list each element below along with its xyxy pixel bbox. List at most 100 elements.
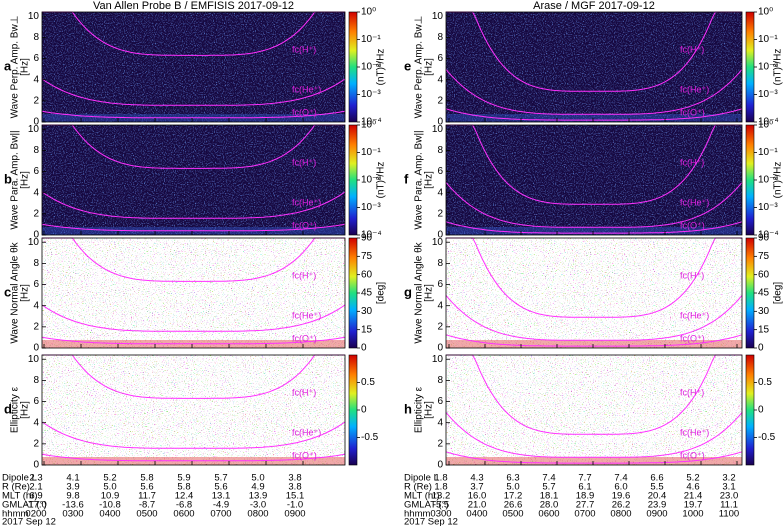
y-tick-label: 6 — [437, 396, 443, 407]
colorbar-tick-label: 10⁰ — [361, 7, 376, 18]
panel-label: h — [404, 401, 412, 416]
colorbar-label: (nT)²/Hz — [773, 162, 784, 199]
ephemeris-value: -4.9 — [213, 500, 229, 511]
panel-frame — [445, 354, 743, 466]
colorbar-tick-label: 0 — [361, 405, 367, 416]
gyro-curve — [41, 78, 346, 106]
curve-label: fc(He⁺) — [680, 84, 709, 94]
ephemeris-row-label: GMLAT (°) — [404, 500, 449, 511]
gyro-curve — [42, 237, 345, 282]
colorbar-tick-label: 30 — [361, 306, 373, 317]
ephemeris-value: 18.9 — [576, 491, 595, 502]
spectrogram-texture — [446, 125, 742, 235]
curve-label: fc(He⁺) — [680, 197, 709, 207]
gyro-curve — [445, 182, 743, 228]
y-tick-label: 2 — [437, 95, 443, 106]
ephemeris-value: -6.8 — [176, 500, 192, 511]
y-tick-label: 2 — [33, 438, 39, 449]
y-tick-label: 4 — [33, 187, 39, 198]
ephemeris-value: 3.7 — [470, 482, 483, 493]
colorbar-label: (nT)²/Hz — [376, 49, 387, 86]
colorbar — [348, 124, 358, 236]
ephemeris-value: 5.8 — [177, 482, 190, 493]
low-freq-band — [446, 114, 742, 122]
ephemeris-value: 26.2 — [612, 500, 631, 511]
ephemeris-value: 5.0 — [251, 473, 264, 484]
colorbar-label: [deg] — [376, 282, 387, 304]
colorbar-tick-label: 10⁻² — [758, 62, 778, 73]
ephemeris-value: 0600 — [173, 509, 194, 520]
colorbar-tick-label: 10⁻⁴ — [361, 230, 382, 241]
panel-title: Arase / MGF 2017-09-12 — [533, 0, 655, 12]
y-tick-label: 2 — [437, 208, 443, 219]
ephemeris-date: 2017 Sep 12 — [404, 517, 458, 526]
curve-label: fc(O⁺) — [292, 333, 317, 343]
spectrogram-texture — [42, 12, 345, 122]
ephemeris-row-label: R (Re) — [404, 482, 432, 493]
colorbar — [348, 354, 358, 466]
ephemeris-value: 0700 — [574, 509, 595, 520]
ephemeris-value: 11.7 — [138, 491, 156, 502]
ephemeris-value: 1.8 — [434, 482, 447, 493]
ephemeris-value: 0300 — [430, 509, 451, 520]
curve-label: fc(H⁺) — [292, 270, 316, 280]
y-tick-label: 10 — [432, 124, 444, 135]
gyro-curve — [41, 110, 346, 119]
panel-frame — [445, 124, 743, 236]
colorbar-tick-label: 0 — [361, 343, 367, 354]
y-axis-unit: [Hz] — [20, 171, 31, 189]
y-tick-label: 2 — [437, 321, 443, 332]
panel-label: b — [4, 171, 12, 186]
ephemeris-value: 7.4 — [614, 473, 627, 484]
colorbar-tick-label: 90 — [361, 233, 373, 244]
y-tick-label: 0 — [33, 117, 39, 128]
gyro-curve — [41, 223, 346, 232]
ephemeris-value: 5.7 — [542, 482, 555, 493]
ephemeris-value: 26.6 — [504, 500, 523, 511]
colorbar — [348, 11, 358, 123]
ephemeris-value: 6.0 — [614, 482, 627, 493]
y-tick-label: 10 — [432, 11, 444, 22]
ephemeris-value: 5.6 — [140, 482, 153, 493]
y-tick-label: 8 — [33, 145, 39, 156]
y-tick-label: 8 — [33, 375, 39, 386]
ephemeris-value: 5.9 — [177, 473, 190, 484]
y-axis-label: Ellipticity ε — [10, 386, 21, 433]
ephemeris-value: 20.4 — [648, 491, 667, 502]
y-tick-label: 2 — [33, 208, 39, 219]
gyro-curve — [445, 221, 743, 234]
colorbar-tick-label: 0.5 — [361, 377, 375, 388]
colorbar-tick-label: 10⁻³ — [758, 89, 778, 100]
y-axis-label: Wave Para. Amp. Bw|| — [10, 130, 21, 229]
y-tick-label: 8 — [33, 32, 39, 43]
ephemeris-value: 19.6 — [612, 491, 631, 502]
panel-label: d — [4, 401, 12, 416]
panel-frame — [445, 11, 743, 123]
gyro-curve — [42, 11, 345, 56]
y-tick-label: 6 — [33, 396, 39, 407]
spectrogram-texture — [446, 355, 742, 465]
spectrogram-texture — [42, 125, 345, 235]
gyro-curve — [445, 334, 743, 347]
y-axis-label: Wave Normal Angle θk — [10, 241, 21, 343]
y-tick-label: 10 — [28, 11, 40, 22]
y-tick-label: 0 — [33, 343, 39, 354]
ephemeris-value: 13.2 — [432, 491, 451, 502]
ephemeris-value: 0800 — [610, 509, 631, 520]
ephemeris-value: 0200 — [25, 509, 46, 520]
ephemeris-value: 6.6 — [650, 473, 663, 484]
ephemeris-date: 2017 Sep 12 — [2, 517, 56, 526]
colorbar-tick-label: 0 — [758, 405, 764, 416]
y-tick-label: 8 — [437, 32, 443, 43]
colorbar-tick-label: 10⁻⁴ — [758, 117, 779, 128]
gyro-curve — [41, 304, 346, 332]
spectrogram-texture — [446, 12, 742, 122]
y-axis-label: Wave Perp. Amp. Bw⊥ — [10, 16, 21, 119]
colorbar-label: (nT)²/Hz — [773, 49, 784, 86]
y-tick-label: 6 — [437, 279, 443, 290]
ephemeris-value: 9.8 — [66, 491, 79, 502]
ephemeris-row-label: MLT (hr) — [404, 491, 440, 502]
colorbar-tick-label: 15 — [361, 324, 373, 335]
gyro-curve — [446, 124, 742, 205]
ephemeris-row-label: hhmm — [2, 509, 28, 520]
